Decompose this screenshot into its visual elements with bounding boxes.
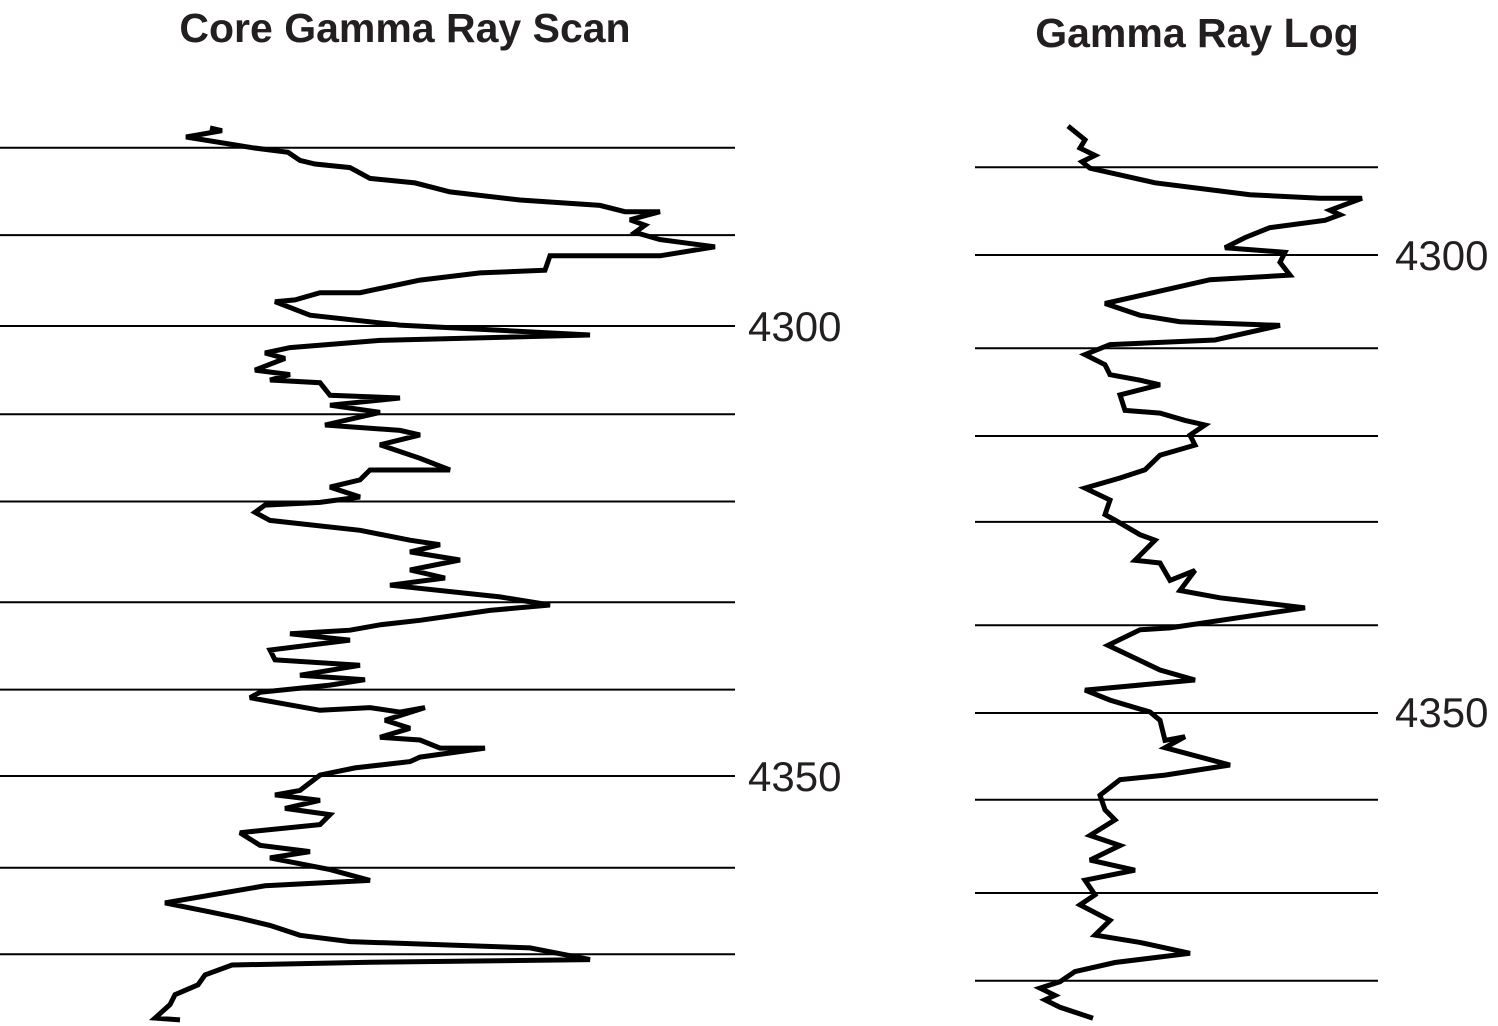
depth-label: 4300 (748, 303, 841, 350)
log-curve (1033, 124, 1363, 1021)
depth-label: 4350 (1395, 689, 1488, 736)
depth-label: 4300 (1395, 232, 1488, 279)
chart-title: Gamma Ray Log (1035, 10, 1359, 56)
log-curve (148, 125, 716, 1023)
chart-title: Core Gamma Ray Scan (179, 5, 630, 51)
depth-label: 4350 (748, 753, 841, 800)
